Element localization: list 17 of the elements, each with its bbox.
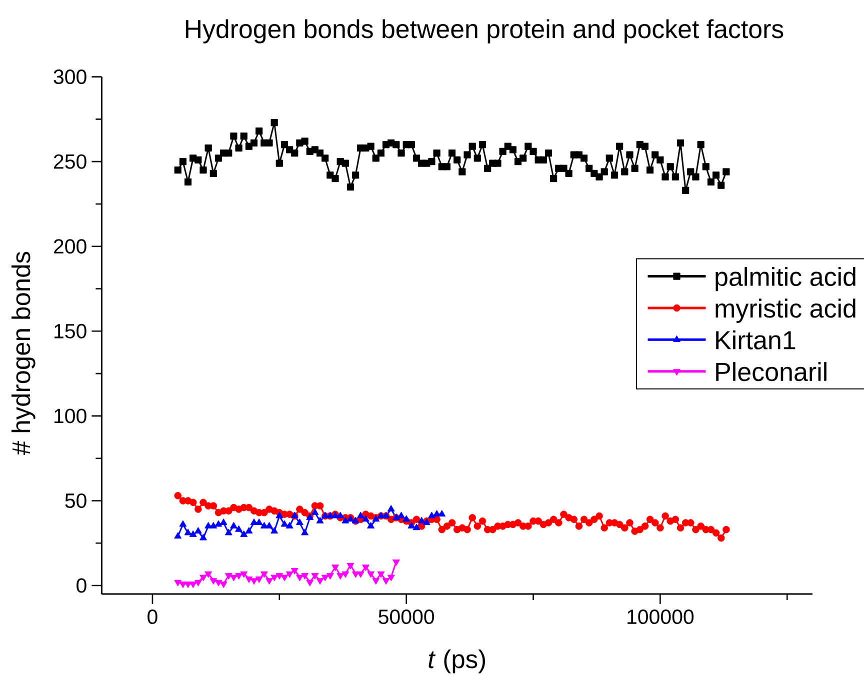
legend-label: Pleconaril — [716, 362, 826, 382]
y-tick-label: 200 — [54, 239, 86, 254]
y-tick-label: 250 — [54, 154, 86, 169]
y-tick-label: 150 — [54, 324, 86, 338]
chart-title: Hydrogen bonds between protein and pocket factors — [186, 19, 784, 44]
y-tick-label: 50 — [65, 493, 86, 508]
legend-label: Kirtan1 — [716, 330, 796, 350]
x-tick-label: 100000 — [628, 610, 694, 624]
x-axis-title: t (ps) — [428, 650, 485, 674]
y-axis-title: # hydrogen bonds — [12, 252, 36, 455]
x-tick-label: 50000 — [378, 610, 434, 624]
x-tick-label: 0 — [148, 610, 158, 624]
y-tick-label: 300 — [54, 70, 86, 84]
y-tick-label: 0 — [76, 578, 86, 593]
y-tick-label: 100 — [54, 408, 86, 424]
legend-label: myristic acid — [716, 298, 856, 323]
legend-label: palmitic acid — [716, 266, 856, 292]
